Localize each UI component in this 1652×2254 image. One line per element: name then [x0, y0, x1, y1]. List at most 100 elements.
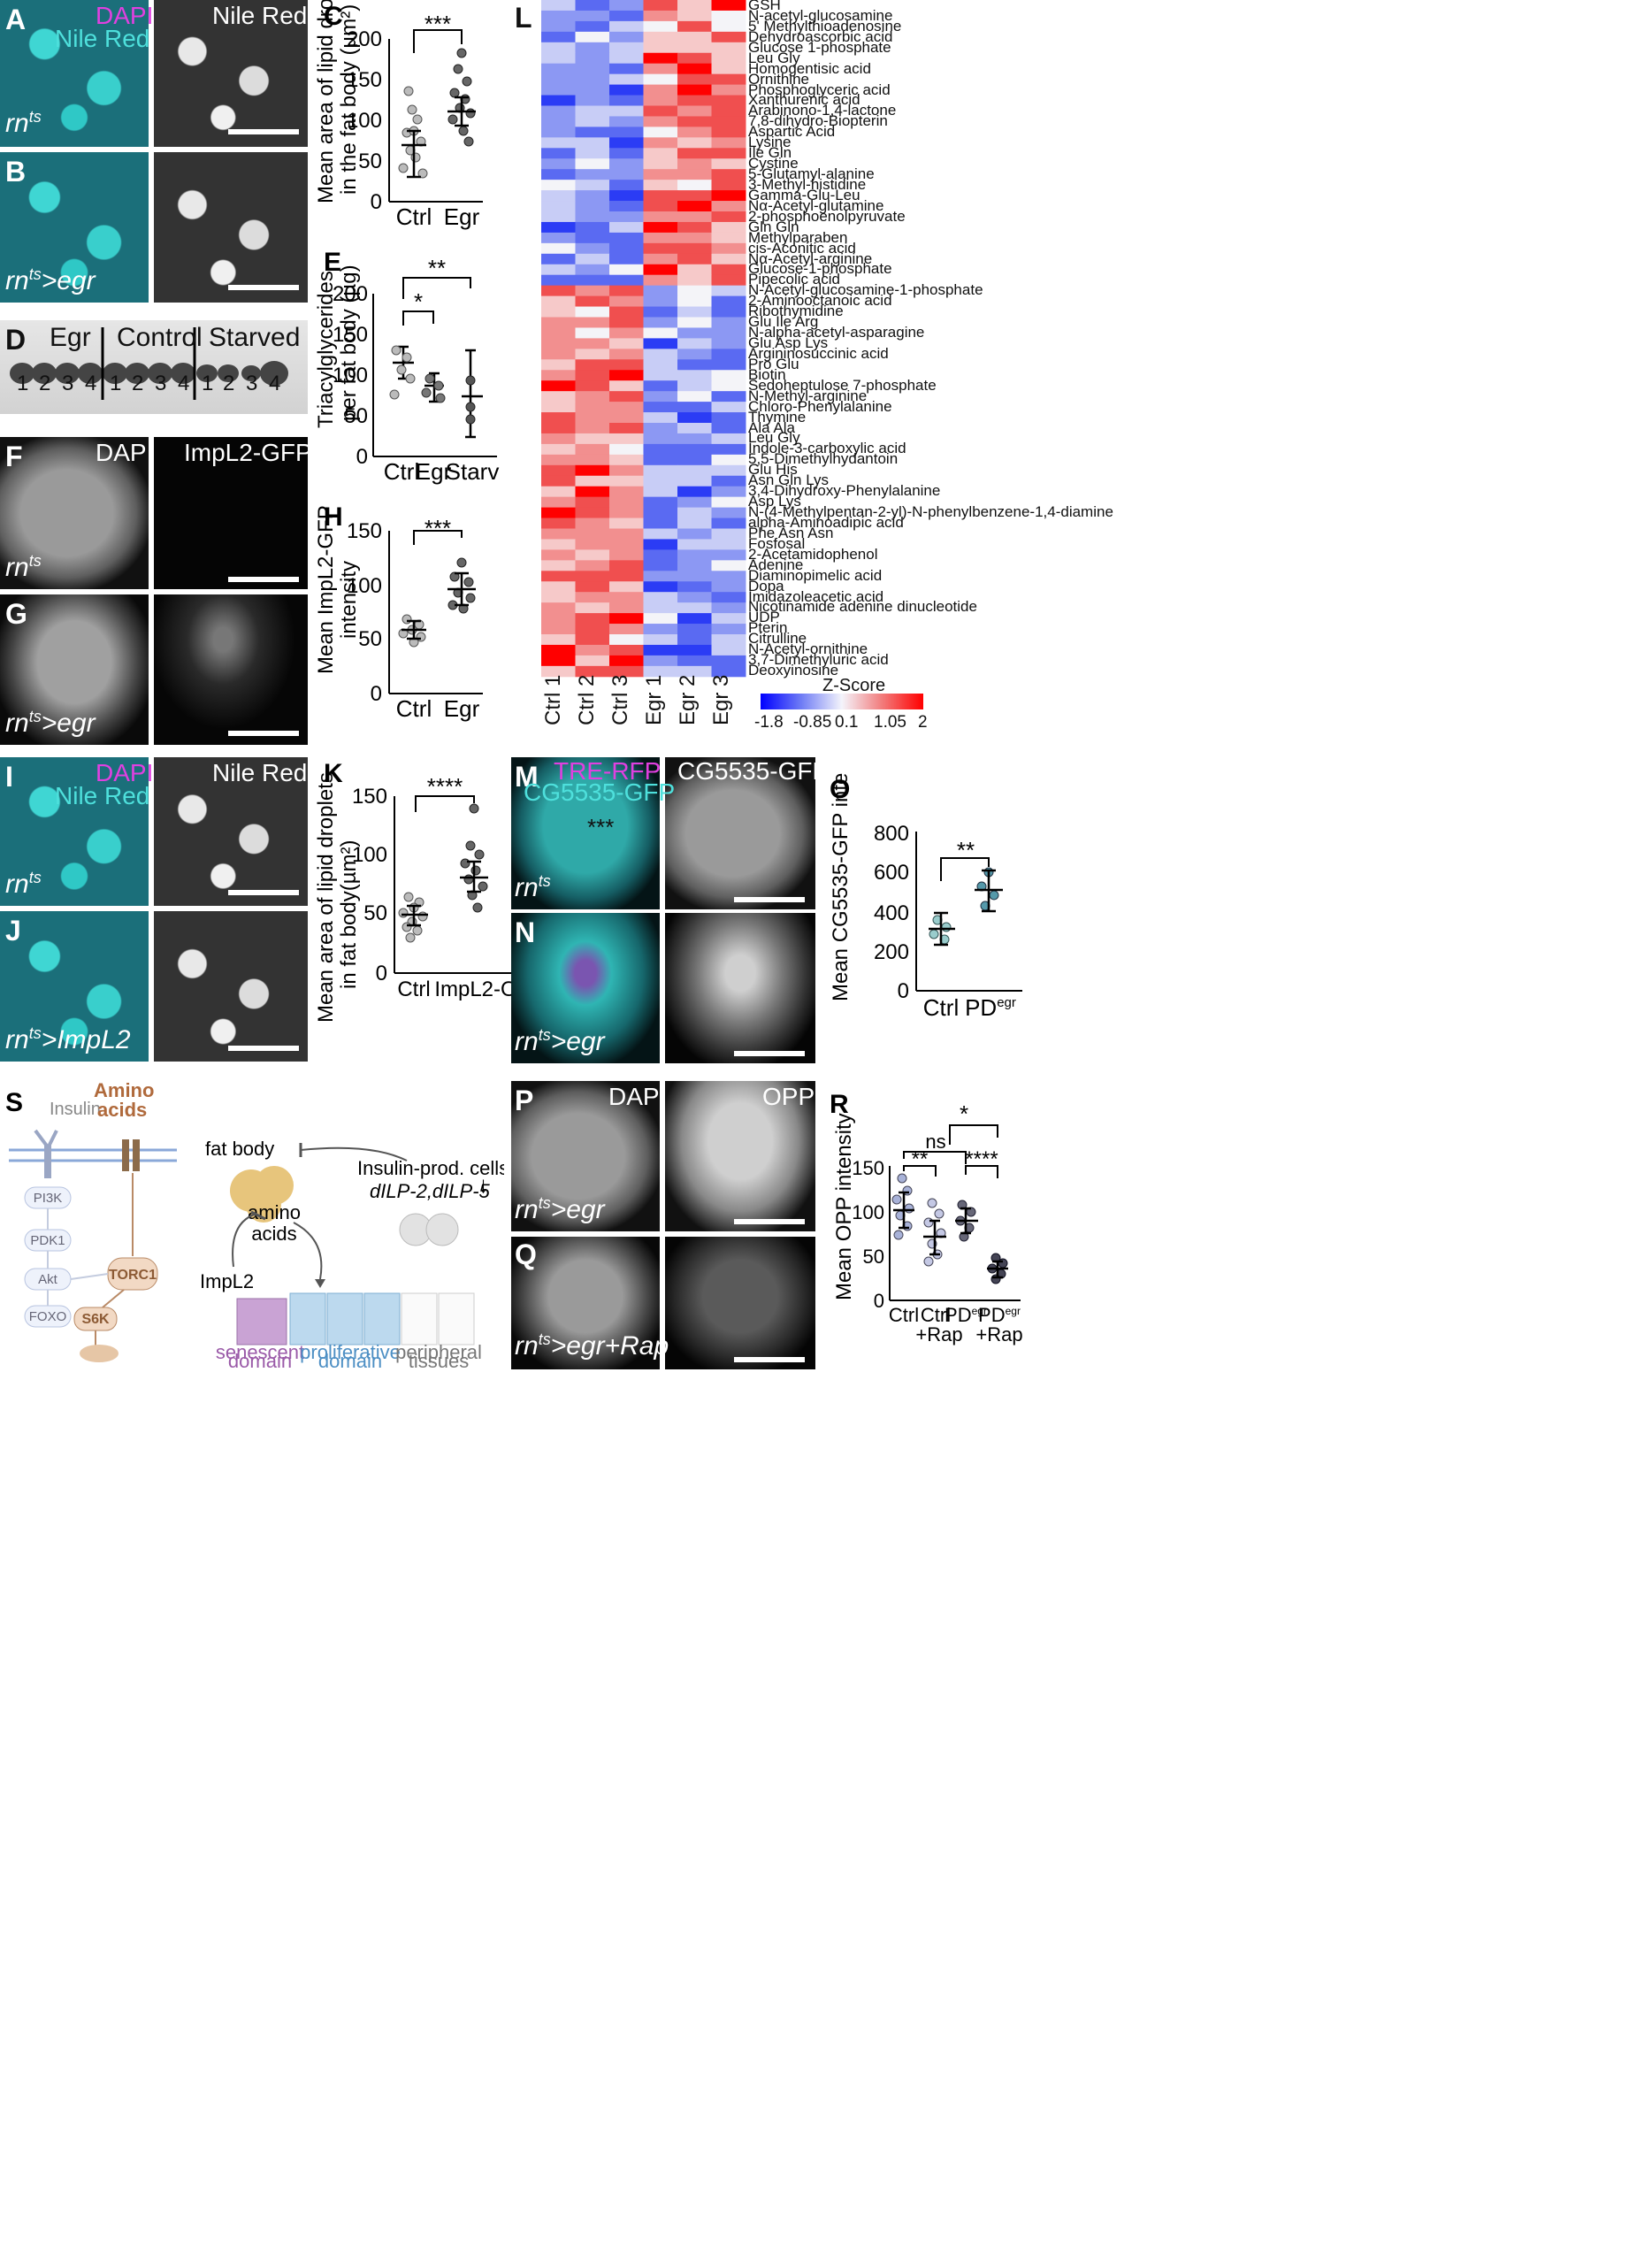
col-label: Ctrl 1 [541, 674, 565, 725]
heatmap-cell [609, 634, 644, 646]
tick: 0 [371, 682, 382, 706]
heatmap-cell [609, 380, 644, 392]
heatmap-cell [575, 370, 610, 381]
heatmap-cell [609, 464, 644, 477]
heatmap-cell [643, 433, 678, 445]
plot-h: H Mean ImpL2-GFP intensity 0 50 100 150 … [315, 502, 483, 722]
label-amino: Amino [94, 1081, 154, 1101]
heatmap-cell [711, 433, 746, 445]
heatmap-cell [575, 528, 610, 540]
metabolite-label: Asp Lys [748, 493, 801, 510]
heatmap-cell [643, 464, 678, 477]
heatmap-cell [609, 581, 644, 593]
tick: 100 [333, 364, 368, 387]
micrograph-a-nilered [154, 0, 308, 147]
heatmap-cell [609, 95, 644, 106]
heatmap-cell [609, 423, 644, 434]
metabolite-label: N-(4-Methylpentan-2-yl)-N-phenylbenzene-… [748, 503, 1113, 520]
heatmap-cell [541, 359, 576, 371]
heatmap-cell [643, 359, 678, 371]
tick: 100 [352, 843, 387, 867]
plot-k-ylabel: Mean area of lipid droplets [315, 772, 338, 1023]
heatmap-cell [677, 475, 712, 487]
heatmap-cell [643, 486, 678, 498]
heatmap-cell [711, 391, 746, 402]
genotype-q: rnts>egr+Rap [515, 1330, 669, 1361]
metabolite-label: Dopa [748, 577, 784, 594]
metabolite-label: Arabinono-1,4-lactone [748, 102, 897, 119]
heatmap-cell [677, 571, 712, 582]
heatmap-cell [677, 274, 712, 287]
heatmap-cell [575, 0, 610, 12]
metabolite-label: Biotin [748, 365, 786, 383]
heatmap-cell [677, 454, 712, 466]
heatmap-cell [643, 338, 678, 349]
metabolite-label: Ornithine [748, 70, 809, 88]
sig: ** [957, 837, 975, 863]
tick: 100 [852, 1201, 884, 1223]
gel-group-egr: Egr [50, 323, 91, 352]
panel-letter-n: N [515, 916, 536, 948]
heatmap-cell [677, 295, 712, 308]
heatmap-cell [643, 412, 678, 424]
heatmap-cell [609, 602, 644, 614]
metabolite-label: Pro Glu [748, 355, 799, 372]
heatmap-cell [575, 391, 610, 402]
sig: * [414, 288, 423, 315]
heatmap-cell [643, 528, 678, 540]
heatmap-cell [541, 211, 576, 223]
heatmap-cell [609, 295, 644, 308]
heatmap-cell [609, 560, 644, 571]
metabolite-label: 3,7-Dimethyluric acid [748, 651, 889, 669]
heatmap-cell [609, 274, 644, 287]
heatmap-cell [711, 10, 746, 22]
heatmap-cell [541, 464, 576, 477]
micrograph-b-merge [0, 152, 149, 303]
heatmap-cell [575, 73, 610, 86]
heatmap-cell [609, 264, 644, 276]
zscore-tick: 2 [918, 713, 928, 732]
micrograph-j-nilered [154, 911, 308, 1062]
heatmap-cell [609, 338, 644, 349]
plot-r-ylabel: Mean OPP intensity [832, 1113, 856, 1300]
heatmap-cell [609, 486, 644, 498]
ipc-icon [399, 1213, 459, 1246]
heatmap-cell [643, 126, 678, 138]
channel-dapi-p: DAPI [608, 1083, 667, 1110]
heatmap-cell [541, 655, 576, 667]
sig: *** [424, 515, 451, 541]
heatmap-cell [643, 116, 678, 127]
heatmap-cell [711, 148, 746, 159]
heatmap-cell [609, 665, 644, 678]
heatmap-cell [677, 232, 712, 244]
label-s6k: S6K [81, 1312, 110, 1327]
heatmap-cell [643, 169, 678, 180]
heatmap-cell [609, 454, 644, 466]
heatmap-cell [609, 10, 644, 22]
heatmap-cell [711, 539, 746, 550]
gel-lane: 2 [39, 372, 51, 395]
heatmap-cell [711, 624, 746, 635]
heatmap-cell [575, 31, 610, 43]
heatmap-cell [711, 242, 746, 255]
heatmap-cell [609, 148, 644, 159]
heatmap-cell [575, 634, 610, 646]
metabolite-label: Nicotinamide adenine dinucleotide [748, 598, 977, 616]
cat-sub: +Rap [915, 1323, 962, 1346]
heatmap-cell [609, 613, 644, 625]
heatmap-cell [609, 528, 644, 540]
label-ipc: Insulin-prod. cells [357, 1157, 504, 1179]
genotype-m: rnts [515, 872, 551, 902]
heatmap-cell [643, 95, 678, 106]
heatmap-cell [677, 253, 712, 265]
heatmap-cell [541, 380, 576, 392]
heatmap-cell [575, 10, 610, 22]
genotype-n: rnts>egr [515, 1026, 605, 1056]
heatmap-cell [643, 496, 678, 509]
heatmap-cell [677, 242, 712, 255]
metabolite-label: Glucose 1-phosphate [748, 38, 891, 56]
heatmap-cell [711, 190, 746, 202]
heatmap-cell [575, 412, 610, 424]
tick: 50 [358, 627, 382, 651]
heatmap-cell [643, 232, 678, 244]
